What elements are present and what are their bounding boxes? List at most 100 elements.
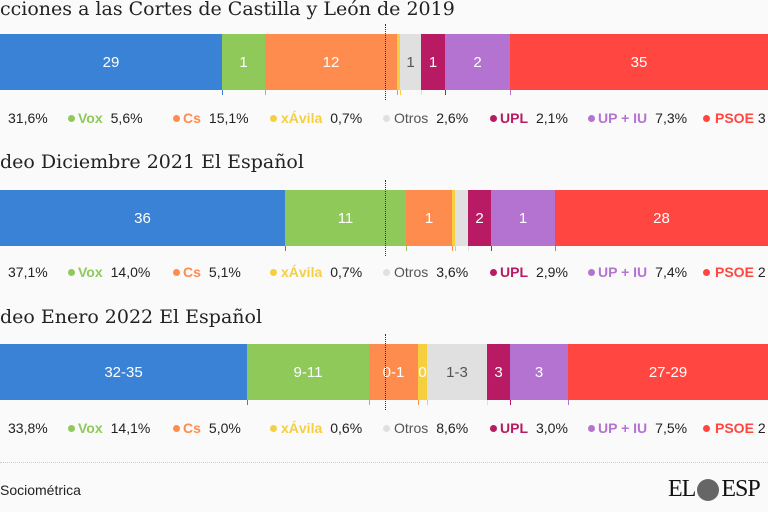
legend-item: UP + IU 7,4% [588, 264, 687, 280]
legend-dot-icon [588, 114, 595, 122]
legend-item: Vox 14,1% [68, 420, 150, 436]
bar-segment-otros: 1 [400, 34, 421, 90]
bar-segment-pp: 29 [0, 34, 222, 90]
legend-party: PSOE [715, 264, 754, 280]
legend-item: PSOE 3 [703, 110, 766, 126]
legend-item: xÁvila 0,7% [270, 110, 362, 126]
el-espanol-logo: EL ESP [668, 476, 761, 502]
legend-vote-pct: 2 [757, 264, 766, 280]
legend-vote-pct: 2,1% [536, 110, 568, 126]
legend-dot-icon [173, 268, 180, 276]
legend-vote-pct: 14,1% [110, 420, 151, 436]
source-label: Sociométrica [0, 482, 81, 498]
legend-dot-icon [68, 424, 75, 432]
legend-dot-icon [490, 114, 497, 122]
legend-party: UPL [500, 264, 528, 280]
legend-item: Cs 5,1% [173, 264, 241, 280]
segment-tick [455, 246, 456, 251]
legend-party: Otros [394, 110, 429, 126]
divider [0, 462, 768, 463]
segment-tick [510, 90, 511, 95]
legend-vote-pct: 8,6% [436, 420, 469, 436]
majority-line [385, 24, 386, 100]
legend-item: UP + IU 7,3% [588, 110, 687, 126]
legend-party: Otros [394, 264, 429, 280]
legend-item: Otros 2,6% [383, 110, 468, 126]
legend-item: 33,8% [8, 420, 48, 436]
segment-tick [452, 246, 453, 251]
segment-tick [285, 246, 286, 251]
legend-item: xÁvila 0,6% [270, 420, 362, 436]
legend-item: Cs 5,0% [173, 420, 241, 436]
stacked-bar: 36 11 1 2 1 28 [0, 190, 768, 251]
bar-segment-otros [455, 190, 468, 246]
legend-vote-pct: 37,1% [8, 264, 48, 280]
bar-segment-upl: 3 [487, 344, 510, 400]
legend-party: Otros [394, 420, 429, 436]
legend-dot-icon [588, 424, 595, 432]
bar-segment-psoe: 28 [555, 190, 768, 246]
legend-dot-icon [383, 268, 390, 276]
legend-vote-pct: 14,0% [110, 264, 151, 280]
segment-tick [222, 90, 223, 95]
legend-item: Vox 5,6% [68, 110, 143, 126]
legend-item: 37,1% [8, 264, 48, 280]
legend-party: Cs [183, 264, 201, 280]
bar-segment-pp: 36 [0, 190, 285, 246]
segment-tick [491, 246, 492, 251]
bar-segment-xávila [452, 190, 455, 246]
segment-tick [421, 90, 422, 95]
legend-dot-icon [173, 114, 180, 122]
legend-dot-icon [703, 114, 710, 122]
legend-dot-icon [703, 268, 710, 276]
segment-tick [400, 90, 401, 95]
legend-party: Vox [78, 110, 103, 126]
legend-dot-icon [703, 424, 710, 432]
bar-segment-vox: 11 [285, 190, 406, 246]
bar-segment-upl: 1 [421, 34, 445, 90]
legend-vote-pct: 5,1% [208, 264, 241, 280]
segment-tick [468, 246, 469, 251]
legend-party: Cs [183, 110, 201, 126]
legend-vote-pct: 0,6% [330, 420, 363, 436]
bar-segment-up-iu: 2 [445, 34, 510, 90]
bar-segment-cs: 1 [406, 190, 452, 246]
stacked-bar: 29 1 12 1 1 2 35 [0, 34, 768, 95]
legend-dot-icon [173, 424, 180, 432]
legend-party: UPL [500, 110, 528, 126]
legend-item: Otros 8,6% [383, 420, 468, 436]
legend-dot-icon [270, 424, 277, 432]
legend-dot-icon [490, 424, 497, 432]
legend-item: UP + IU 7,5% [588, 420, 687, 436]
segment-tick [510, 400, 511, 405]
bar-segment-cs: 0-1 [369, 344, 418, 400]
legend-dot-icon [270, 114, 277, 122]
segment-tick [487, 400, 488, 405]
legend-party: xÁvila [281, 110, 323, 126]
legend-item: Cs 15,1% [173, 110, 249, 126]
row-title: cciones a las Cortes de Castilla y León … [0, 0, 455, 20]
legend-vote-pct: 3 [757, 110, 766, 126]
legend-party: PSOE [715, 420, 754, 436]
legend-vote-pct: 3,0% [536, 420, 568, 436]
legend-party: Vox [78, 264, 103, 280]
bar-segment-otros: 1-3 [427, 344, 487, 400]
bar-segment-up-iu: 1 [491, 190, 555, 246]
legend-item: PSOE 2 [703, 264, 766, 280]
legend-dot-icon [68, 114, 75, 122]
legend-vote-pct: 7,5% [655, 420, 688, 436]
legend-dot-icon [383, 424, 390, 432]
legend-vote-pct: 0,7% [330, 110, 363, 126]
legend-item: Otros 3,6% [383, 264, 468, 280]
legend-vote-pct: 5,6% [110, 110, 143, 126]
legend-dot-icon [383, 114, 390, 122]
legend-dot-icon [588, 268, 595, 276]
bar-segment-psoe: 35 [510, 34, 768, 90]
legend-vote-pct: 2,9% [536, 264, 568, 280]
legend-vote-pct: 5,0% [208, 420, 241, 436]
stacked-bar: 32-35 9-11 0-1 0 1-3 3 3 27-29 [0, 344, 768, 405]
legend-item: UPL 2,9% [490, 264, 568, 280]
legend-vote-pct: 2 [757, 420, 766, 436]
legend-dot-icon [490, 268, 497, 276]
legend-party: xÁvila [281, 264, 323, 280]
